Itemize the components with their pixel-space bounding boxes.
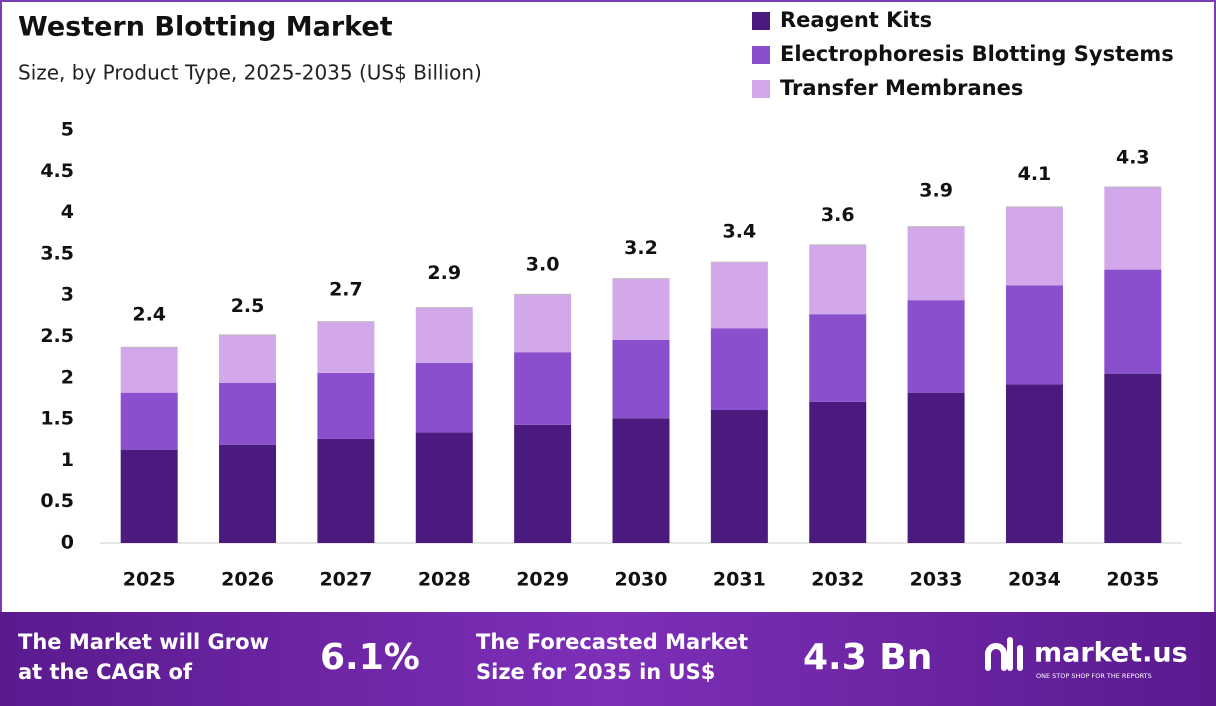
bar-segment <box>120 347 178 393</box>
bar-segment <box>1104 269 1162 374</box>
banner-value: 6.1% <box>320 637 420 678</box>
bar-segment <box>710 262 768 329</box>
x-tick-label: 2028 <box>418 569 471 591</box>
bar-segment <box>415 362 473 433</box>
chart-title: Western Blotting Market <box>18 12 393 43</box>
banner-value: 4.3 Bn <box>803 637 932 678</box>
y-tick-label: 5 <box>61 119 74 141</box>
y-tick-label: 3.5 <box>40 242 74 264</box>
bar-segment <box>1005 285 1063 385</box>
bar-segment <box>612 339 670 419</box>
banner-bg <box>0 612 1216 706</box>
logo-icon <box>985 637 1023 671</box>
x-tick-label: 2034 <box>1008 569 1061 591</box>
bar-segment <box>1005 384 1063 543</box>
total-label: 3.4 <box>723 221 757 243</box>
x-tick-label: 2027 <box>319 569 372 591</box>
bar-segment <box>907 226 965 301</box>
bar-segment <box>612 278 670 340</box>
legend-label: Electrophoresis Blotting Systems <box>780 42 1174 66</box>
bar-segment <box>710 328 768 411</box>
legend-label: Transfer Membranes <box>780 76 1023 100</box>
bar-segment <box>219 444 277 543</box>
total-label: 2.4 <box>132 303 166 325</box>
y-tick-label: 1.5 <box>40 408 74 430</box>
x-tick-label: 2026 <box>221 569 274 591</box>
x-tick-label: 2030 <box>615 569 668 591</box>
banner-text: The Forecasted Market <box>476 630 748 654</box>
bar-segment <box>710 410 768 543</box>
y-tick-label: 2 <box>61 366 74 388</box>
banner: The Market will Grow at the CAGR of 6.1%… <box>0 612 1216 706</box>
total-label: 2.5 <box>231 295 265 317</box>
bar-segment <box>317 321 375 373</box>
y-tick-label: 0 <box>61 532 74 554</box>
bar-segment <box>120 392 178 450</box>
bar-segment <box>1104 186 1162 270</box>
bar-segment <box>1104 373 1162 543</box>
bar-segment <box>809 314 867 402</box>
banner-text: at the CAGR of <box>18 660 193 684</box>
total-label: 3.0 <box>526 254 560 276</box>
total-label: 4.3 <box>1116 146 1150 168</box>
bar-segment <box>612 418 670 543</box>
total-label: 2.9 <box>427 262 461 284</box>
y-tick-label: 4 <box>61 201 74 223</box>
x-tick-label: 2033 <box>910 569 963 591</box>
bar-segment <box>514 352 572 425</box>
x-tick-label: 2032 <box>811 569 864 591</box>
bar-segment <box>317 372 375 439</box>
total-label: 3.6 <box>821 204 855 226</box>
bar-segment <box>415 307 473 363</box>
logo: market.us <box>1034 638 1188 669</box>
banner-text: The Market will Grow <box>18 630 269 654</box>
total-label: 4.1 <box>1018 163 1052 185</box>
y-tick-label: 0.5 <box>40 490 74 512</box>
bar-segment <box>120 449 178 543</box>
legend-label: Reagent Kits <box>780 8 932 32</box>
tagline: ONE STOP SHOP FOR THE REPORTS <box>1036 672 1152 680</box>
bar-segment <box>1005 206 1063 286</box>
legend-swatch <box>752 12 770 30</box>
bar-segment <box>514 294 572 353</box>
y-tick-label: 3 <box>61 284 74 306</box>
bar-segment <box>514 424 572 543</box>
bar-segment <box>219 382 277 445</box>
x-tick-label: 2029 <box>516 569 569 591</box>
legend-swatch <box>752 46 770 64</box>
bar-segment <box>317 438 375 543</box>
chart-subtitle: Size, by Product Type, 2025-2035 (US$ Bi… <box>18 61 482 85</box>
x-tick-label: 2031 <box>713 569 766 591</box>
bar-segment <box>907 300 965 393</box>
bar-segment <box>415 432 473 543</box>
y-tick-label: 1 <box>61 449 74 471</box>
total-label: 3.2 <box>624 237 658 259</box>
banner-text: Size for 2035 in US$ <box>476 660 715 684</box>
bar-segment <box>809 244 867 315</box>
y-tick-label: 4.5 <box>40 160 74 182</box>
total-label: 3.9 <box>919 179 953 201</box>
x-tick-label: 2035 <box>1106 569 1159 591</box>
bar-segment <box>907 392 965 543</box>
bar-segment <box>219 334 277 383</box>
x-tick-label: 2025 <box>123 569 176 591</box>
total-label: 2.7 <box>329 278 363 300</box>
y-tick-label: 2.5 <box>40 325 74 347</box>
bar-segment <box>809 401 867 543</box>
legend-swatch <box>752 80 770 98</box>
